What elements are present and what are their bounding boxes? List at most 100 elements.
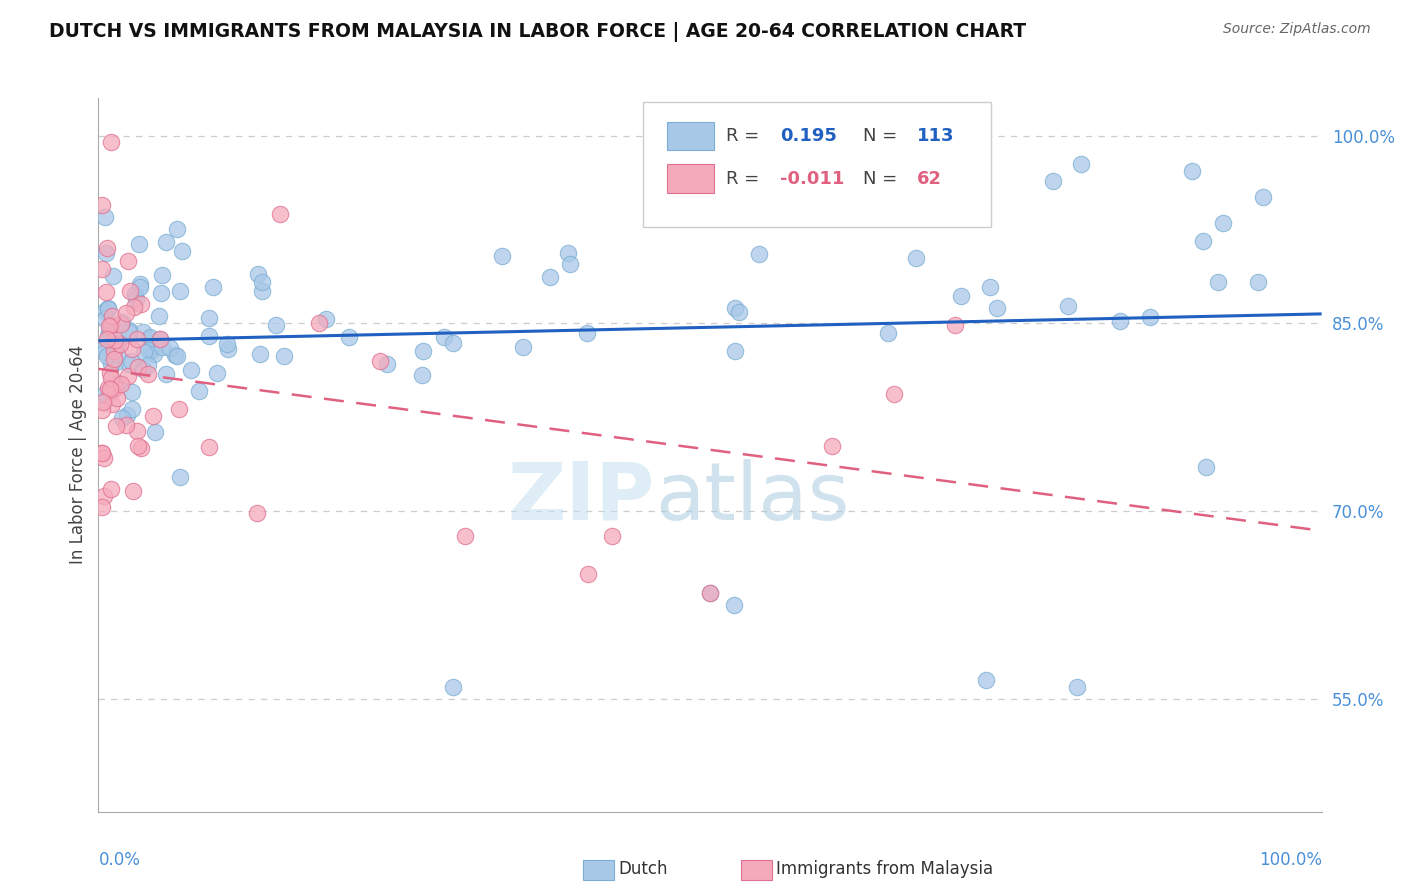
Point	[110, 376, 132, 391]
Point	[127, 424, 149, 438]
Point	[91, 198, 114, 212]
Point	[98, 318, 121, 333]
Point	[97, 381, 120, 395]
Point	[93, 394, 115, 409]
Point	[148, 309, 170, 323]
Point	[1070, 157, 1092, 171]
Text: R =: R =	[725, 127, 759, 145]
Point	[734, 162, 756, 177]
Point	[118, 284, 141, 298]
Text: R =: R =	[725, 169, 759, 187]
Point	[97, 301, 120, 315]
Point	[121, 384, 143, 399]
Point	[454, 529, 477, 543]
Point	[491, 249, 513, 263]
Point	[1206, 275, 1229, 289]
Point	[100, 383, 122, 397]
Point	[201, 280, 224, 294]
Point	[93, 451, 115, 466]
Point	[166, 349, 188, 363]
Point	[149, 332, 172, 346]
Point	[368, 354, 391, 368]
Point	[129, 442, 152, 456]
Point	[1066, 680, 1088, 694]
Point	[142, 347, 165, 361]
Point	[101, 309, 124, 323]
Point	[188, 384, 211, 398]
Point	[117, 325, 139, 339]
Point	[412, 344, 434, 359]
Point	[100, 135, 122, 149]
Point	[91, 500, 114, 514]
Point	[93, 211, 115, 225]
Point	[269, 206, 291, 220]
Point	[575, 326, 598, 340]
Point	[138, 343, 160, 357]
Point	[98, 366, 121, 380]
Y-axis label: In Labor Force | Age 20-64: In Labor Force | Age 20-64	[69, 345, 87, 565]
Point	[104, 334, 127, 348]
Point	[100, 357, 122, 371]
Point	[163, 348, 186, 362]
Point	[139, 343, 162, 358]
Point	[699, 585, 721, 599]
Text: Source: ZipAtlas.com: Source: ZipAtlas.com	[1223, 22, 1371, 37]
Point	[728, 304, 751, 318]
Point	[155, 367, 177, 381]
Point	[96, 350, 118, 364]
Point	[337, 330, 360, 344]
Point	[93, 312, 115, 326]
Point	[127, 332, 149, 346]
Point	[100, 371, 122, 385]
Point	[877, 326, 900, 340]
Point	[98, 382, 121, 396]
Point	[136, 358, 159, 372]
Point	[107, 376, 129, 391]
Point	[250, 284, 273, 298]
Point	[115, 417, 138, 432]
FancyBboxPatch shape	[643, 102, 991, 227]
Point	[699, 585, 721, 599]
Point	[117, 254, 139, 268]
Point	[150, 339, 173, 353]
Point	[104, 419, 127, 434]
Point	[538, 269, 561, 284]
Point	[250, 275, 273, 289]
Point	[512, 340, 534, 354]
Point	[110, 315, 132, 329]
Point	[576, 566, 599, 581]
Text: 62: 62	[917, 169, 942, 187]
Text: 0.195: 0.195	[780, 127, 837, 145]
Point	[121, 401, 143, 416]
Point	[120, 354, 142, 368]
Point	[129, 297, 152, 311]
Point	[375, 357, 398, 371]
Point	[124, 286, 146, 301]
Point	[100, 318, 122, 332]
Point	[103, 344, 125, 359]
Point	[1194, 460, 1216, 475]
Point	[198, 311, 221, 326]
Point	[979, 280, 1001, 294]
Point	[1253, 190, 1275, 204]
Point	[105, 335, 128, 350]
Point	[121, 342, 143, 356]
Point	[249, 347, 271, 361]
Point	[723, 598, 745, 612]
Text: 100.0%: 100.0%	[1258, 851, 1322, 869]
Point	[97, 301, 120, 316]
Point	[441, 335, 464, 350]
Point	[441, 680, 464, 694]
Point	[1057, 299, 1080, 313]
Point	[217, 342, 239, 356]
Point	[108, 337, 131, 351]
Point	[96, 332, 118, 346]
Point	[93, 341, 115, 355]
Point	[949, 289, 972, 303]
Point	[105, 347, 128, 361]
Point	[986, 301, 1008, 316]
Point	[821, 439, 844, 453]
Point	[1042, 174, 1064, 188]
Point	[122, 300, 145, 314]
FancyBboxPatch shape	[668, 164, 714, 193]
